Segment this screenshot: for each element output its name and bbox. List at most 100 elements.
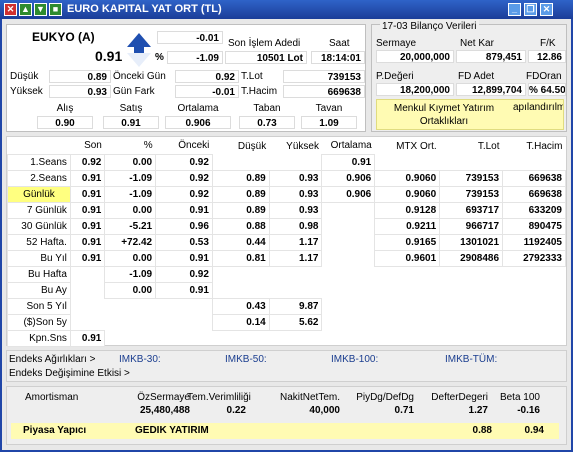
floor-label: Taban — [253, 103, 281, 114]
title-bar: ✕ ▲ ▼ ■ EURO KAPITAL YAT ORT (TL) _ ❐ ✕ — [0, 0, 573, 19]
grid-cell: -5.21 — [104, 217, 157, 235]
change: -0.01 — [157, 31, 223, 44]
grid-cell — [503, 154, 566, 170]
imkb50-label: IMKB-50: — [225, 354, 267, 365]
ratios-panel: Amortisman ÖzSermaye Tem.Verimliliği Nak… — [6, 386, 567, 445]
grid-cell: -1.09 — [104, 185, 157, 203]
minimize-icon[interactable]: _ — [508, 3, 521, 16]
grid-header-4[interactable]: Düşük — [237, 140, 267, 152]
grid-cell: 0.00 — [104, 249, 157, 267]
grid-header-1[interactable]: Son — [84, 140, 102, 152]
grid-cell — [503, 298, 566, 314]
refresh-icon[interactable]: ■ — [49, 3, 62, 16]
grid-cell: 9.87 — [268, 297, 323, 315]
grid-cell — [375, 266, 440, 282]
grid-cell: 0.906 — [321, 185, 376, 203]
index-effect-link[interactable]: Endeks Değişimine Etkisi > — [9, 368, 130, 379]
net-profit-label: Net Kar — [460, 38, 494, 49]
restore-icon[interactable]: ❐ — [524, 3, 537, 16]
grid-cell — [322, 250, 375, 266]
grid-cell: 0.96 — [155, 217, 213, 235]
grid-cell — [503, 282, 566, 298]
capital-value: 20,000,000 — [376, 50, 454, 63]
grid-header-7[interactable]: MTX Ort. — [396, 140, 437, 152]
price-grid: Son% Önceki Düşük Yüksek Ortalama MTX Ort. T.L… — [7, 138, 566, 347]
grid-header-0[interactable] — [8, 138, 71, 154]
balance-title: 17-03 Bilanço Verileri — [380, 20, 479, 33]
grid-row[interactable]: Son 5 Yıl 0.43 9.87 — [7, 297, 566, 315]
grid-cell: 1.17 — [268, 249, 323, 267]
grid-cell — [440, 154, 503, 170]
grid-header-2[interactable]: % — [143, 140, 153, 152]
grid-row[interactable]: 2.Seans 0.91 -1.09 0.92 0.89 0.93 0.906 0.9060 7… — [7, 169, 566, 187]
grid-cell — [375, 330, 440, 346]
grid-cell: 0.81 — [211, 249, 270, 267]
thacim-label: T.Hacim — [241, 86, 278, 97]
grid-cell — [322, 266, 375, 282]
grid-cell — [156, 314, 213, 330]
grid-cell: 669638 — [502, 169, 566, 187]
grid-cell — [212, 154, 269, 170]
grid-row[interactable]: Günlük 0.91 -1.09 0.92 0.89 0.93 0.906 0.9060 73… — [7, 185, 566, 203]
yield-value: 0.22 — [226, 405, 246, 416]
grid-cell: 633209 — [502, 201, 566, 219]
arrow-down-icon[interactable]: ▼ — [34, 3, 47, 16]
pct-sign: % — [155, 52, 164, 63]
balance-panel: 17-03 Bilanço Verileri Sermaye Net Kar F… — [371, 20, 567, 132]
grid-row[interactable]: 7 Günlük 0.91 0.00 0.91 0.89 0.93 0.9128 693717… — [7, 201, 566, 219]
market-value-label: P.Değeri — [376, 71, 414, 82]
arrow-up-icon[interactable]: ▲ — [19, 3, 32, 16]
grid-row-label: Kpn.Sns — [7, 329, 71, 347]
grid-row[interactable]: ($)Son 5y 0.14 5.62 — [7, 313, 566, 331]
grid-cell: 0.89 — [211, 169, 270, 187]
close-icon[interactable]: ✕ — [540, 3, 553, 16]
grid-header-3[interactable]: Önceki — [178, 140, 210, 152]
grid-cell — [105, 330, 156, 346]
grid-row[interactable]: 52 Hafta. 0.91 +72.42 0.53 0.44 1.17 0.9165 130… — [7, 233, 566, 251]
grid-cell — [375, 298, 440, 314]
last-trade-label: Son İşlem Adedi — [228, 38, 301, 49]
grid-cell: 0.91 — [321, 153, 376, 171]
pb-label: PiyDg/DefDg — [356, 392, 414, 403]
grid-header-9[interactable]: T.Hacim — [526, 140, 563, 152]
grid-row-label: Son 5 Yıl — [7, 297, 71, 315]
imkb30-label: IMKB-30: — [119, 354, 161, 365]
grid-cell: 1192405 — [502, 233, 566, 251]
grid-cell — [70, 266, 104, 282]
bid-value: 0.90 — [37, 116, 93, 129]
pin-icon[interactable]: ✕ — [4, 3, 17, 16]
book-value-label: DefterDegeri — [431, 392, 488, 403]
fd-count-value: 12,899,704 — [456, 83, 526, 96]
grid-cell: 693717 — [439, 201, 504, 219]
grid-cell: 0.91 — [69, 169, 106, 187]
grid-cell — [269, 282, 322, 298]
day-diff-label: Gün Fark — [113, 86, 155, 97]
grid-row-label: Bu Yıl — [7, 249, 71, 267]
grid-row[interactable]: Kpn.Sns 0.91 — [7, 329, 566, 347]
grid-cell — [440, 330, 503, 346]
grid-header-6[interactable]: Ortalama — [330, 140, 372, 152]
grid-cell: 0.91 — [155, 281, 213, 299]
grid-row[interactable]: 1.Seans 0.92 0.00 0.92 0.91 — [7, 153, 566, 171]
grid-row-label: 1.Seans — [7, 153, 71, 171]
net-cash-label: NakitNetTem. — [279, 392, 340, 403]
avg-label: Ortalama — [177, 103, 219, 114]
high-label: Yüksek — [10, 86, 43, 97]
grid-cell — [322, 330, 375, 346]
grid-row[interactable]: Bu Ay 0.00 0.91 — [7, 281, 566, 299]
grid-row[interactable]: Bu Yıl 0.91 0.00 0.91 0.81 1.17 0.9601 2908486 2… — [7, 249, 566, 267]
net-cash-value: 40,000 — [309, 405, 340, 416]
grid-header-5[interactable]: Yüksek — [286, 140, 319, 152]
grid-cell: 0.92 — [155, 265, 213, 283]
thacim-value: 669638 — [283, 85, 365, 98]
grid-row[interactable]: Bu Hafta -1.09 0.92 — [7, 265, 566, 283]
pb-value: 0.71 — [394, 405, 414, 416]
grid-cell — [212, 282, 269, 298]
grid-row[interactable]: 30 Günlük 0.91 -5.21 0.96 0.88 0.98 0.9211 9667… — [7, 217, 566, 235]
grid-header-8[interactable]: T.Lot — [477, 140, 500, 152]
grid-cell — [322, 202, 375, 218]
index-weights-link[interactable]: Endeks Ağırlıkları > — [9, 354, 96, 365]
grid-cell: 890475 — [502, 217, 566, 235]
fd-ratio-label: FDOran — [526, 71, 562, 82]
grid-cell: 0.92 — [155, 185, 213, 203]
